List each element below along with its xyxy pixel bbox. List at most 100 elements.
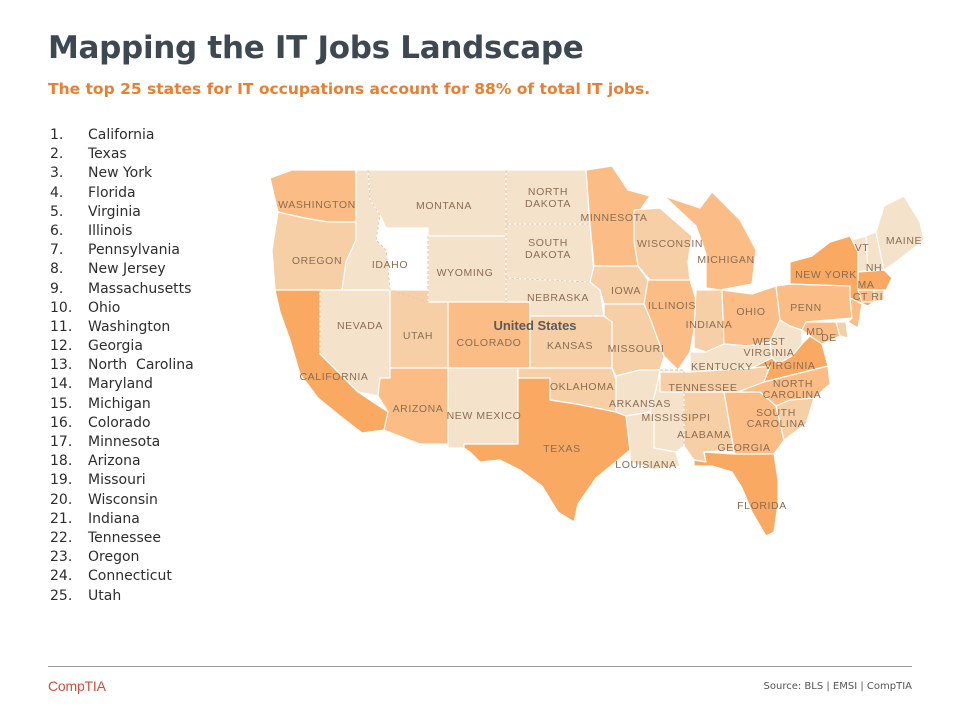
- label-country: United States: [493, 318, 576, 333]
- rank-number: 5.: [50, 203, 64, 220]
- label-louisiana: LOUISIANA: [615, 459, 676, 471]
- label-maine: MAINE: [886, 235, 922, 247]
- state-name: Ohio: [88, 299, 121, 316]
- rank-number: 1.: [50, 127, 64, 143]
- state-name: Wisconsin: [88, 491, 158, 508]
- rank-number: 24.: [50, 568, 73, 585]
- list-item: 22. Tennessee: [50, 529, 194, 548]
- label-idaho: IDAHO: [372, 259, 408, 271]
- label-michigan: MICHIGAN: [697, 254, 754, 266]
- state-name: New York: [88, 165, 153, 182]
- list-item: 13. North Carolina: [50, 356, 194, 375]
- rank-number: 17.: [50, 434, 73, 450]
- label-west-virginia-line1: WEST: [753, 336, 786, 348]
- state-name: Georgia: [88, 338, 143, 355]
- state-name: North Carolina: [88, 357, 194, 374]
- label-nebraska: NEBRASKA: [527, 292, 589, 304]
- label-iowa: IOWA: [611, 285, 641, 297]
- label-ohio: OHIO: [736, 306, 765, 318]
- label-new-hampshire: NH: [866, 262, 882, 274]
- label-west-virginia-line2: VIRGINIA: [744, 347, 795, 359]
- list-item: 10. Ohio: [50, 299, 194, 318]
- rank-number: 23.: [50, 549, 73, 566]
- state-name: Massachusetts: [88, 280, 192, 297]
- list-item: 9. Massachusetts: [50, 280, 194, 299]
- state-name: Washington: [88, 318, 171, 335]
- label-north-dakota-line2: DAKOTA: [525, 198, 571, 210]
- rank-number: 4.: [50, 184, 64, 201]
- label-arizona: ARIZONA: [393, 403, 444, 415]
- state-new-mexico: [447, 367, 519, 449]
- list-item: 8. New Jersey: [50, 260, 194, 279]
- state-colorado: [447, 301, 531, 369]
- list-item: 7. Pennsylvania: [50, 241, 194, 260]
- state-new-jersey: [847, 297, 863, 329]
- list-item: 18. Arizona: [50, 452, 194, 471]
- rank-number: 16.: [50, 414, 73, 431]
- label-kansas: KANSAS: [547, 340, 593, 352]
- label-massachusetts: MA: [858, 279, 875, 291]
- label-north-dakota-line1: NORTH: [528, 186, 568, 198]
- rank-number: 18.: [50, 453, 73, 470]
- state-name: Maryland: [88, 376, 153, 393]
- footer-divider: [48, 666, 912, 667]
- label-georgia: GEORGIA: [717, 442, 770, 454]
- rank-number: 9.: [50, 280, 64, 297]
- border-line: [389, 236, 429, 303]
- state-ranking-list: 1. California 2. Texas 3. New York 4. Florid…: [50, 126, 194, 606]
- rank-number: 22.: [50, 529, 73, 546]
- list-item: 25. Utah: [50, 587, 194, 606]
- rank-number: 10.: [50, 299, 73, 316]
- state-name: Minnesota: [88, 434, 161, 450]
- state-name: Tennessee: [88, 529, 161, 546]
- us-map: WASHINGTON OREGON CALIFORNIA NEVADA IDAH…: [262, 152, 932, 544]
- state-wisconsin: [633, 207, 693, 281]
- label-pennsylvania: PENN: [790, 302, 822, 314]
- label-new-york: NEW YORK: [795, 269, 857, 281]
- state-name: Illinois: [88, 222, 133, 239]
- state-name: Colorado: [88, 414, 151, 431]
- us-map-svg: WASHINGTON OREGON CALIFORNIA NEVADA IDAH…: [269, 165, 925, 537]
- source-note: Source: BLS | EMSI | CompTIA: [763, 681, 912, 692]
- state-name: Arizona: [88, 453, 141, 470]
- label-tennessee: TENNESSEE: [669, 382, 738, 394]
- label-delaware: DE: [821, 332, 837, 344]
- state-name: Pennsylvania: [88, 242, 180, 259]
- list-item: 1. California: [50, 126, 194, 145]
- label-colorado: COLORADO: [457, 337, 522, 349]
- label-illinois: ILLINOIS: [648, 300, 696, 312]
- label-oregon: OREGON: [292, 255, 342, 267]
- label-arkansas: ARKANSAS: [609, 398, 671, 410]
- state-name: Missouri: [88, 472, 146, 489]
- label-maryland: MD: [806, 326, 824, 338]
- state-florida: [693, 451, 779, 537]
- state-name: Texas: [88, 146, 127, 163]
- label-wyoming: WYOMING: [437, 267, 494, 279]
- label-south-carolina-line2: CAROLINA: [747, 418, 805, 430]
- rank-number: 20.: [50, 491, 73, 508]
- list-item: 21. Indiana: [50, 510, 194, 529]
- page-subtitle: The top 25 states for IT occupations acc…: [48, 80, 651, 98]
- rank-number: 12.: [50, 338, 73, 355]
- list-item: 20. Wisconsin: [50, 491, 194, 510]
- label-kentucky: KENTUCKY: [691, 361, 753, 373]
- list-item: 23. Oregon: [50, 548, 194, 567]
- list-item: 15. Michigan: [50, 395, 194, 414]
- label-montana: MONTANA: [416, 200, 472, 212]
- label-nevada: NEVADA: [337, 320, 383, 332]
- label-oklahoma: OKLAHOMA: [550, 381, 614, 393]
- label-minnesota: MINNESOTA: [580, 212, 647, 224]
- rank-number: 11.: [50, 318, 73, 335]
- state-maine: [875, 195, 925, 271]
- rank-number: 19.: [50, 472, 73, 489]
- list-item: 2. Texas: [50, 145, 194, 164]
- label-alabama: ALABAMA: [677, 429, 731, 441]
- list-item: 16. Colorado: [50, 414, 194, 433]
- state-name: Virginia: [88, 203, 141, 220]
- state-name: Michigan: [88, 395, 151, 412]
- border-line: [660, 369, 685, 446]
- label-north-carolina-line1: NORTH: [773, 378, 813, 390]
- label-missouri: MISSOURI: [608, 343, 665, 355]
- page-title: Mapping the IT Jobs Landscape: [48, 30, 584, 66]
- list-item: 14. Maryland: [50, 375, 194, 394]
